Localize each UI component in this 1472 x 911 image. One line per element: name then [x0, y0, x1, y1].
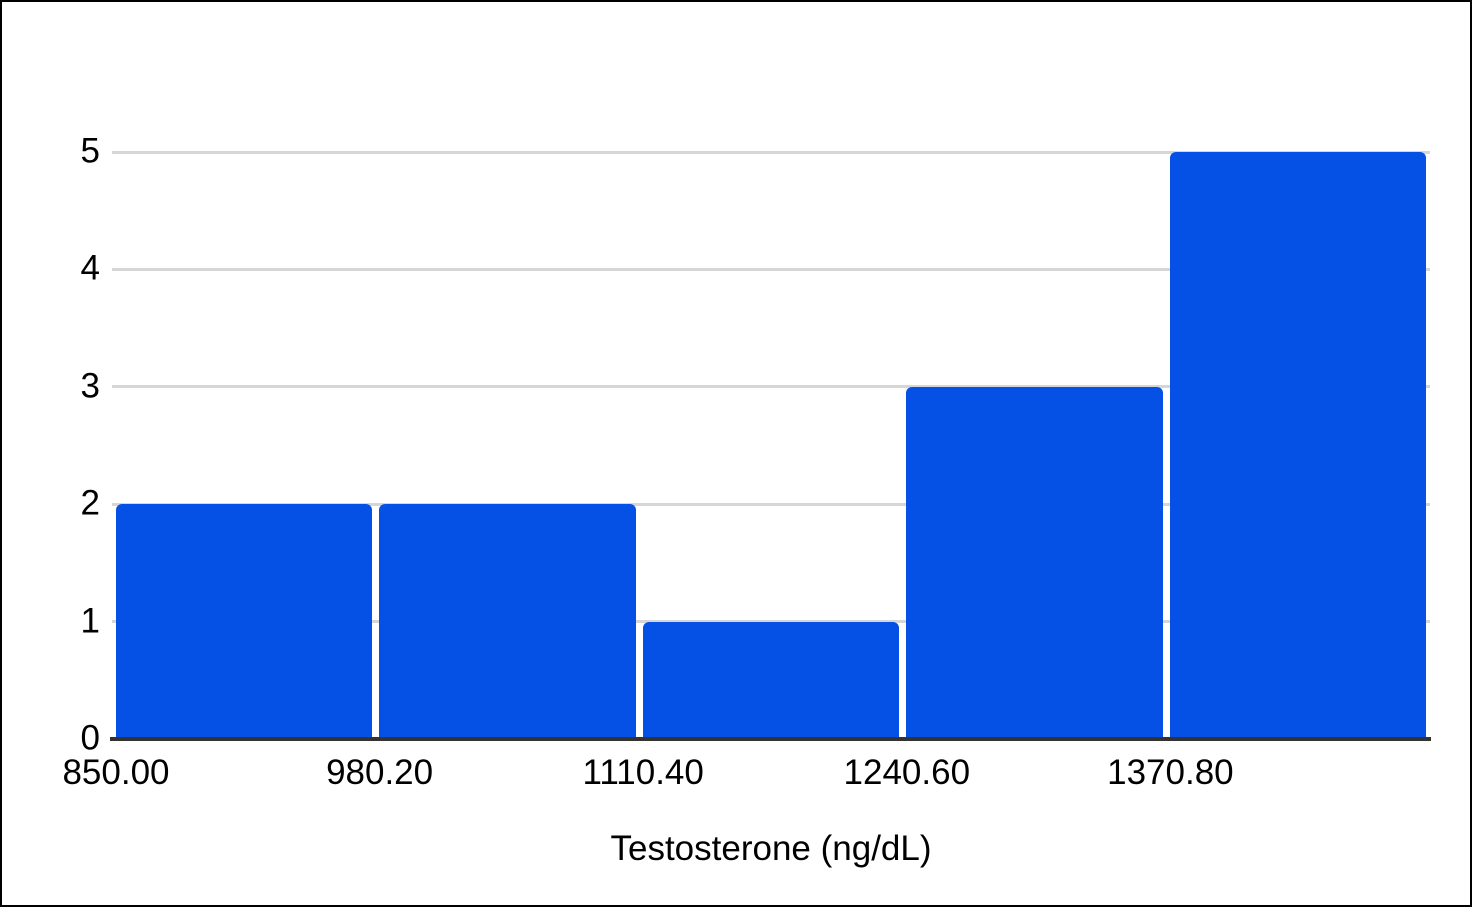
histogram-bar-2[interactable] [379, 504, 636, 739]
plot-area [110, 150, 1431, 741]
x-tick-label-5: 1370.80 [1107, 753, 1234, 792]
x-tick-label-3: 1110.40 [582, 753, 704, 792]
y-tick-label-1: 1 [80, 601, 100, 641]
histogram-bar-4[interactable] [906, 386, 1163, 739]
gridline-y-3 [112, 385, 1430, 389]
y-tick-label-0: 0 [80, 718, 100, 758]
y-tick-label-5: 5 [80, 131, 100, 171]
x-tick-label-1: 850.00 [62, 753, 170, 792]
x-tick-label-2: 980.20 [326, 753, 434, 792]
x-axis-line [110, 737, 1431, 741]
x-tick-label-4: 1240.60 [843, 753, 971, 792]
gridline-y-2 [112, 502, 1430, 506]
histogram-bar-5[interactable] [1169, 152, 1427, 739]
histogram-bar-1[interactable] [115, 504, 373, 739]
y-tick-label-2: 2 [80, 483, 100, 523]
y-tick-label-4: 4 [80, 248, 100, 288]
histogram-bar-3[interactable] [642, 621, 900, 739]
gridline-y-5 [112, 150, 1430, 154]
y-tick-label-3: 3 [80, 366, 100, 406]
gridline-y-4 [112, 267, 1430, 271]
x-axis-title: Testosterone (ng/dL) [610, 829, 932, 868]
